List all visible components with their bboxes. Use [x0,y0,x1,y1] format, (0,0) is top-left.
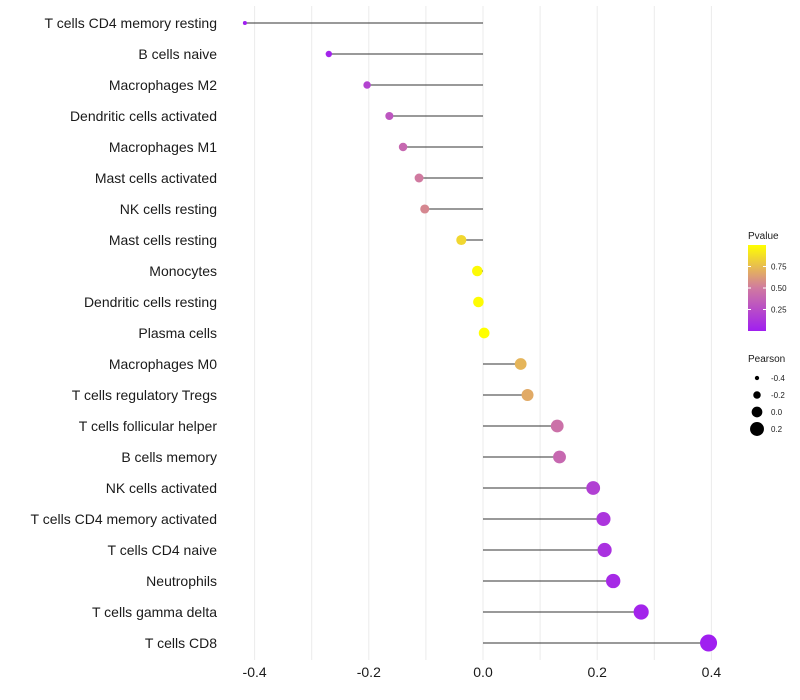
y-axis-label: Macrophages M1 [109,139,217,155]
y-axis-label: Macrophages M0 [109,356,217,372]
y-axis-label: B cells memory [121,449,217,465]
y-axis-label: T cells CD8 [145,635,217,651]
size-key-dot [751,406,763,418]
size-key-label: 0.0 [771,408,783,417]
data-point [597,542,612,558]
data-point [472,265,483,277]
y-axis-label: Plasma cells [138,325,217,341]
pvalue-legend-title: Pvalue [748,231,779,242]
data-point [521,389,534,401]
y-axis-label: Monocytes [149,263,217,279]
data-point [596,511,611,527]
data-point [363,81,371,89]
data-point [553,450,566,464]
data-point [586,481,601,495]
pvalue-legend-ticks: 0.75 0.50 0.25 [748,263,787,315]
size-key-dot [754,375,760,381]
data-point [242,20,247,26]
colorbar-tick-label: 0.75 [771,263,787,272]
data-point [606,573,621,589]
y-axis-label: NK cells activated [106,480,217,496]
y-axis-label: Mast cells resting [109,232,217,248]
size-key-label: -0.2 [771,391,785,400]
data-point [550,419,564,433]
data-point [633,604,649,620]
point-layer [242,20,718,652]
y-axis-label: T cells CD4 memory activated [31,511,217,527]
pvalue-colorbar [748,245,766,331]
data-point [385,111,394,121]
y-axis-label: T cells gamma delta [92,604,217,620]
data-point [514,358,527,370]
x-tick-label: -0.4 [243,664,267,680]
y-axis-label: T cells CD4 naive [108,542,218,558]
size-key-label: 0.2 [771,425,783,434]
y-axis-label: T cells CD4 memory resting [45,15,217,31]
y-axis-label: Dendritic cells activated [70,108,217,124]
y-axis-label: NK cells resting [120,201,217,217]
data-point [478,327,490,339]
legend: Pvalue 0.75 0.50 0.25 Pearson -0.4 -0.2 0.0 0… [748,231,787,436]
size-key-label: -0.4 [771,374,785,383]
y-axis-label: Mast cells activated [95,170,217,186]
colorbar-tick-label: 0.25 [771,306,787,315]
colorbar-tick-label: 0.50 [771,284,787,293]
y-axis-label: T cells regulatory Tregs [72,387,217,403]
x-tick-label: 0.2 [587,664,607,680]
y-axis-label: Macrophages M2 [109,77,217,93]
y-axis-label: T cells follicular helper [79,418,218,434]
size-key-dot [753,391,761,399]
x-tick-label: -0.2 [357,664,381,680]
y-axis-labels: T cells CD4 memory resting B cells naive M… [31,15,218,651]
data-point [700,634,718,652]
data-point [473,296,484,308]
pearson-legend-title: Pearson [748,354,785,365]
pearson-legend-keys: -0.4 -0.2 0.0 0.2 [750,374,785,436]
y-axis-label: B cells naive [138,46,217,62]
data-point [456,234,467,246]
data-point [420,204,430,214]
y-axis-label: Neutrophils [146,573,217,589]
data-point [414,173,424,183]
stem-layer [244,22,709,644]
data-point [325,50,333,58]
x-tick-label: 0.0 [473,664,493,680]
x-axis-ticks: -0.4 -0.2 0.0 0.2 0.4 [243,664,722,680]
y-axis-label: Dendritic cells resting [84,294,217,310]
data-point [398,142,408,152]
x-tick-label: 0.4 [702,664,722,680]
size-key-dot [750,422,764,436]
